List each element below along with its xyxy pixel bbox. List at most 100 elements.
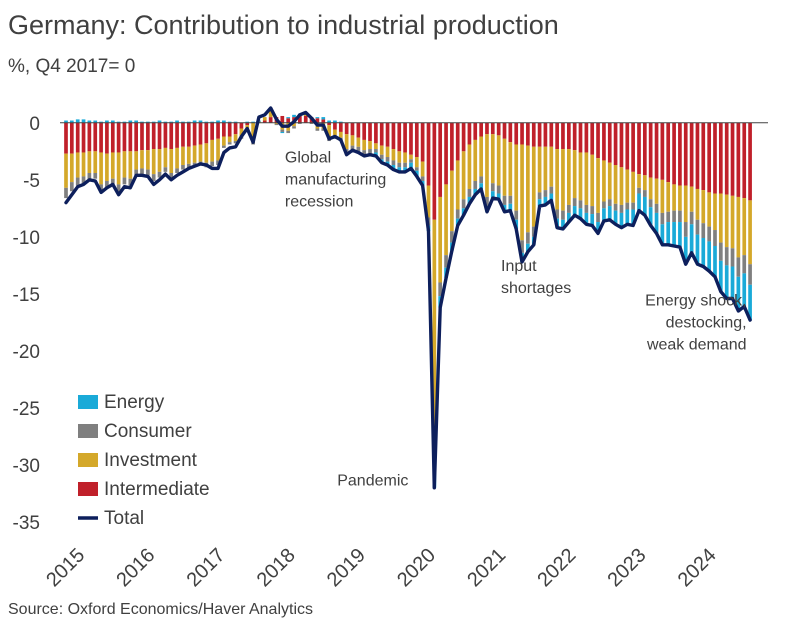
bar-intermediate [444,122,448,185]
bar-investment [93,151,98,173]
bar-investment [607,162,612,200]
bar-consumer [695,219,700,235]
bar-intermediate [695,122,700,189]
annotation-line: recession [285,194,353,211]
bar-investment [128,151,133,179]
bar-investment [678,185,682,211]
bar-investment [81,152,86,177]
bar-intermediate [730,122,735,196]
bar-energy [391,165,396,170]
bar-consumer [450,231,454,243]
legend-swatch-investment [78,453,98,467]
bar-intermediate [689,122,694,187]
bar-investment [239,128,244,137]
bar-consumer [110,178,115,185]
bar-intermediate [344,122,349,135]
bar-intermediate [748,122,752,201]
x-tick-label: 2016 [112,544,159,591]
bar-energy [631,209,635,226]
bar-intermediate [368,122,372,142]
x-tick-label: 2021 [463,544,510,591]
bar-intermediate [602,122,606,161]
bar-investment [233,134,238,142]
bar-intermediate [520,122,524,145]
bar-energy [637,193,641,211]
bar-consumer [742,255,747,274]
bar-consumer [625,202,630,210]
bar-intermediate [420,122,425,162]
bar-energy [333,120,337,123]
bar-consumer [350,145,355,151]
bar-energy [742,273,747,307]
bar-investment [75,152,80,178]
bar-consumer [642,190,647,197]
bar-intermediate [69,122,74,154]
bar-investment [520,144,524,241]
source-note: Source: Oxford Economics/Haver Analytics [8,601,314,618]
bar-consumer [567,204,571,213]
bar-intermediate [713,122,717,194]
bar-intermediate [526,122,530,146]
bar-intermediate [146,122,150,151]
bar-investment [596,158,600,213]
bar-intermediate [508,122,513,143]
bar-intermediate [157,122,162,150]
bar-investment [479,136,483,177]
bar-consumer [724,247,729,266]
bar-intermediate [584,122,589,153]
y-tick-label: -10 [13,228,40,249]
bar-investment [420,161,425,177]
bar-intermediate [262,120,267,123]
bar-intermediate [666,122,671,183]
bar-investment [210,139,214,162]
bar-energy [403,167,407,172]
bar-energy [397,167,402,172]
bar-energy [707,241,712,272]
bar-investment [99,152,103,185]
bar-investment [648,177,653,200]
bar-investment [385,146,390,158]
bar-consumer [666,211,671,223]
bar-consumer [707,226,712,242]
bar-intermediate [122,122,127,152]
bar-intermediate [414,122,419,158]
bar-investment [140,150,144,169]
bar-consumer [385,157,390,162]
bar-intermediate [116,122,121,153]
bar-intermediate [169,122,174,150]
bar-investment [496,135,501,186]
bar-investment [701,190,706,224]
x-tick-label: 2018 [253,544,300,591]
bar-intermediate [701,122,706,191]
bar-consumer [736,257,741,277]
chart-annotation: Global manufacturing recession [285,150,386,211]
bar-intermediate [140,122,144,151]
bar-investment [718,193,723,243]
bar-investment [537,146,542,193]
bar-consumer [315,128,320,131]
bar-intermediate [93,122,98,152]
bar-energy [198,120,203,123]
annotation-line: manufacturing [285,172,386,189]
bar-consumer [292,126,296,129]
bar-investment [105,153,109,181]
bar-energy [590,214,595,226]
bar-energy [321,117,326,120]
bar-investment [186,146,191,164]
x-tick-label: 2015 [42,544,89,591]
bar-consumer [186,163,191,169]
bar-consumer [455,209,460,219]
bar-energy [186,121,191,123]
bar-energy [69,120,74,123]
annotation-line: Global [285,150,331,167]
chart-title: Germany: Contribution to industrial prod… [8,10,559,40]
bar-investment [508,142,513,196]
bar-energy [233,121,238,123]
bar-investment [327,125,331,137]
bar-consumer [561,210,565,220]
bar-intermediate [181,122,185,147]
bar-investment [742,198,747,256]
bar-intermediate [409,122,413,155]
bar-energy [122,121,127,123]
bar-consumer [713,230,717,246]
